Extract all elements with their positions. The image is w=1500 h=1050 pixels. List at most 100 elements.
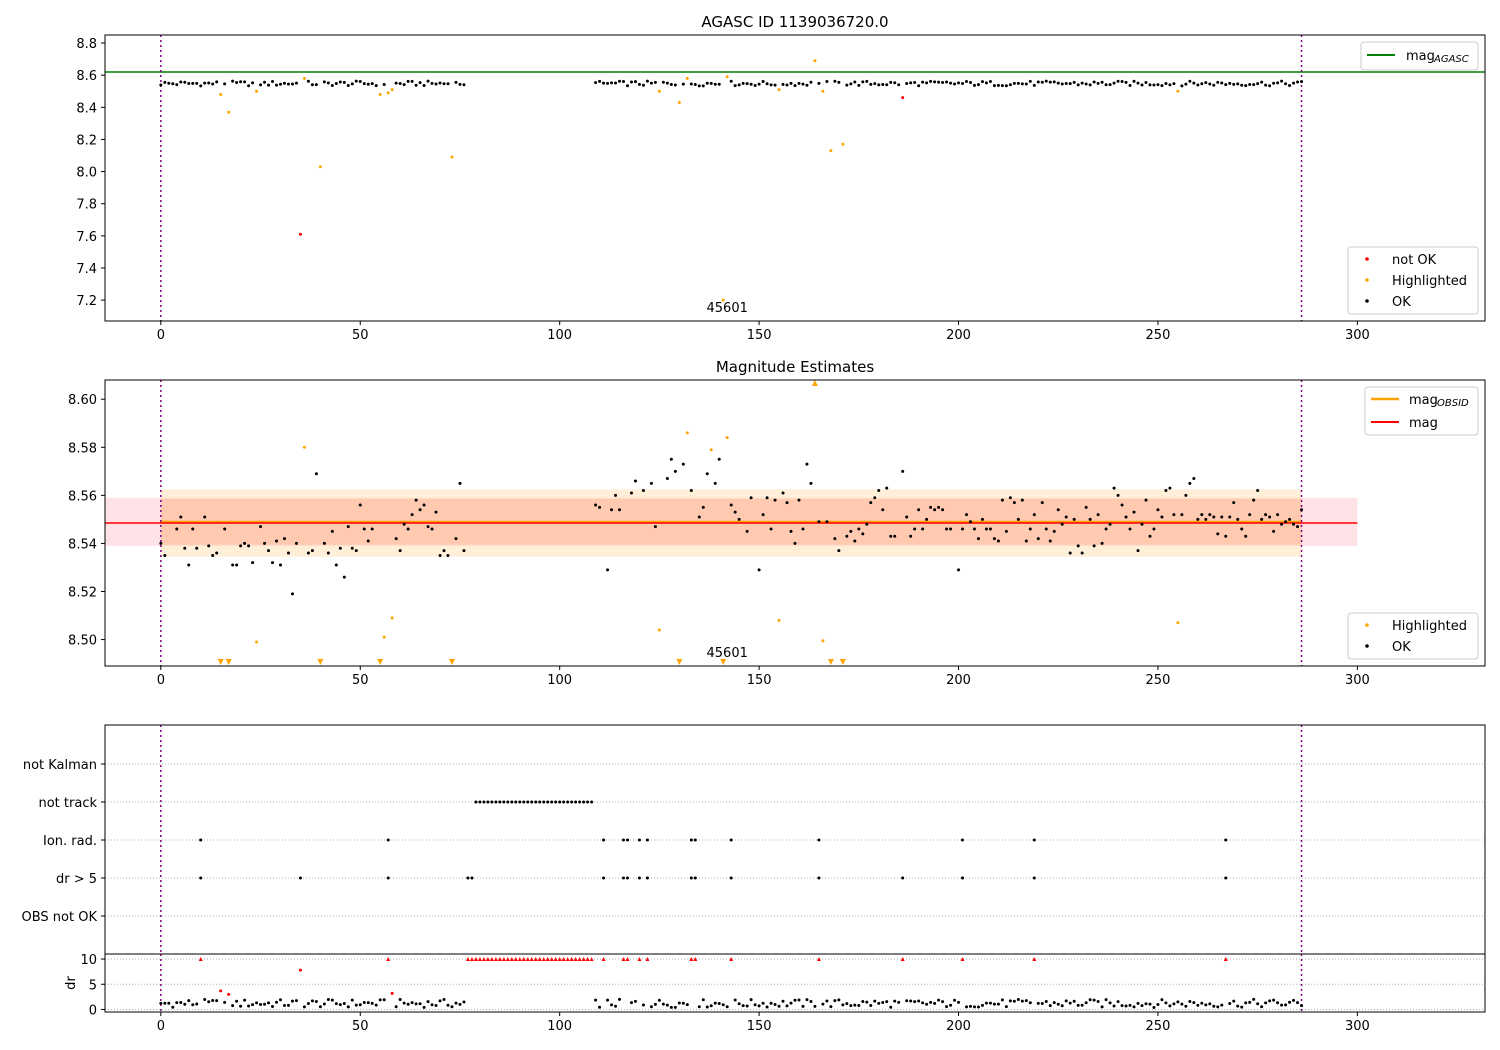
dr-clipped-marker bbox=[601, 957, 606, 962]
ok-point bbox=[1068, 551, 1072, 555]
highlighted-point bbox=[227, 110, 231, 114]
ok-point bbox=[1080, 81, 1084, 85]
ok-point bbox=[1064, 82, 1068, 86]
dr-point bbox=[925, 1002, 929, 1006]
not-track-flag-point bbox=[494, 800, 498, 804]
highlighted-point bbox=[657, 628, 661, 632]
ok-point bbox=[394, 81, 398, 85]
ok-point bbox=[1180, 513, 1184, 517]
ok-point bbox=[645, 79, 649, 83]
ok-point bbox=[1116, 493, 1120, 497]
not-track-flag-point bbox=[490, 800, 494, 804]
dr-flag-point bbox=[470, 876, 474, 880]
dr-clipped-marker bbox=[198, 957, 203, 962]
dr-clipped-marker bbox=[521, 957, 526, 962]
ok-point bbox=[753, 83, 757, 87]
x-tick-label: 50 bbox=[352, 673, 369, 688]
dr-point bbox=[598, 1005, 602, 1009]
dr-point bbox=[1228, 1002, 1232, 1006]
ok-point bbox=[267, 549, 271, 553]
ok-point bbox=[1052, 80, 1056, 84]
dr-point bbox=[893, 999, 897, 1003]
dr-point bbox=[1140, 1004, 1144, 1008]
ok-point bbox=[849, 529, 853, 533]
legend-label: not OK bbox=[1392, 253, 1437, 268]
dr-point bbox=[1248, 1000, 1252, 1004]
dr-clipped-marker bbox=[529, 957, 534, 962]
dr-point bbox=[370, 1001, 374, 1005]
axes-frame bbox=[104, 953, 1486, 1013]
ok-point bbox=[773, 498, 777, 502]
ok-point bbox=[941, 508, 945, 512]
y-tick-label: 0 bbox=[89, 1003, 97, 1018]
y-tick-label: 8.58 bbox=[68, 441, 97, 456]
y-tick-label: 7.4 bbox=[76, 262, 97, 277]
ok-point bbox=[629, 491, 633, 495]
ok-point bbox=[929, 79, 933, 83]
ok-point bbox=[889, 80, 893, 84]
ok-point bbox=[187, 82, 191, 86]
dr-point bbox=[737, 1002, 741, 1006]
ok-point bbox=[1140, 83, 1144, 87]
dr-point bbox=[179, 1001, 183, 1005]
dr-point bbox=[669, 1005, 673, 1009]
ok-point bbox=[1196, 517, 1200, 521]
ok-point bbox=[1156, 83, 1160, 87]
not-track-flag-point bbox=[514, 800, 518, 804]
dr-point bbox=[1124, 1004, 1128, 1008]
ok-point bbox=[163, 80, 167, 84]
ok-point bbox=[625, 84, 629, 88]
x-tick-label: 200 bbox=[946, 673, 971, 688]
dr-point bbox=[913, 1000, 917, 1004]
ok-point bbox=[1216, 532, 1220, 536]
ok-point bbox=[1004, 84, 1008, 88]
dr-clipped-marker bbox=[533, 957, 538, 962]
dr-clipped-marker bbox=[545, 957, 550, 962]
ok-point bbox=[933, 80, 937, 84]
dr-point bbox=[833, 999, 837, 1003]
dr-point bbox=[1044, 999, 1048, 1003]
ok-point bbox=[414, 498, 418, 502]
dr-point bbox=[909, 999, 913, 1003]
ok-point bbox=[243, 541, 247, 545]
dr-clipped-marker bbox=[645, 957, 650, 962]
ok-point bbox=[294, 81, 298, 85]
ok-point bbox=[171, 82, 175, 86]
ok-point bbox=[1140, 522, 1144, 526]
ok-point bbox=[594, 81, 598, 85]
ok-point bbox=[1076, 544, 1080, 548]
dr-clipped-marker bbox=[505, 957, 510, 962]
highlighted-point bbox=[657, 89, 661, 93]
dr-point bbox=[1040, 1002, 1044, 1006]
ok-point bbox=[159, 541, 163, 545]
highlighted-point bbox=[382, 635, 386, 639]
flag-category-label: not track bbox=[38, 796, 97, 811]
dr-clipped-marker bbox=[537, 957, 542, 962]
dr-point bbox=[446, 1003, 450, 1007]
ok-point bbox=[191, 527, 195, 531]
ok-point bbox=[231, 563, 235, 567]
ok-point bbox=[358, 80, 362, 84]
ok-point bbox=[175, 527, 179, 531]
not-track-flag-point bbox=[570, 800, 574, 804]
dr-point bbox=[813, 1004, 817, 1008]
ok-point bbox=[697, 515, 701, 519]
dr-point bbox=[765, 1005, 769, 1009]
ok-point bbox=[749, 496, 753, 500]
dr-point bbox=[1148, 1002, 1152, 1006]
ok-point bbox=[833, 79, 837, 83]
ok-point bbox=[1216, 80, 1220, 84]
ok-point bbox=[370, 82, 374, 86]
ok-point bbox=[410, 513, 414, 517]
ok-point bbox=[183, 546, 187, 550]
ok-point bbox=[1212, 83, 1216, 87]
not-track-flag-point bbox=[582, 800, 586, 804]
not-track-flag-point bbox=[578, 800, 582, 804]
ok-point bbox=[310, 549, 314, 553]
dr-point bbox=[442, 998, 446, 1002]
ok-point bbox=[1268, 515, 1272, 519]
dr-clipped-marker bbox=[386, 957, 391, 962]
ok-point bbox=[921, 80, 925, 84]
dr-point bbox=[881, 1000, 885, 1004]
y-tick-label: 8.2 bbox=[76, 133, 97, 148]
